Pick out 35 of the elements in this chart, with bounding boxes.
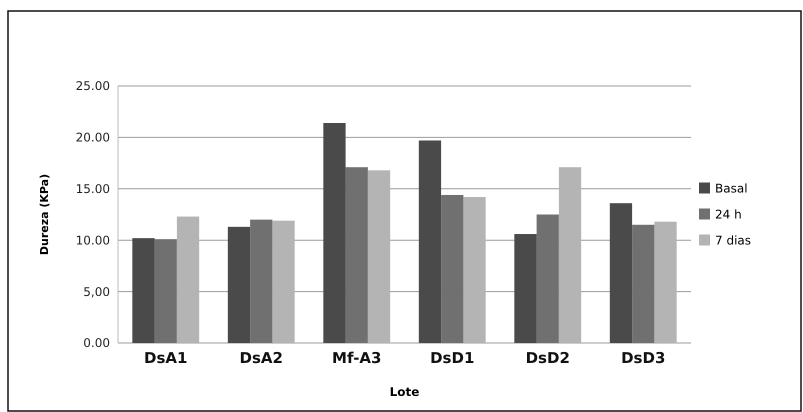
x-tick-label: DsD1 xyxy=(430,349,474,367)
bar xyxy=(514,234,537,343)
bar xyxy=(610,203,632,343)
legend-label: 24 h xyxy=(715,208,742,222)
bar xyxy=(228,226,250,343)
y-tick-label: 25.00 xyxy=(76,79,110,94)
x-tick-label: DsD2 xyxy=(526,349,570,367)
y-tick-label: 5,00 xyxy=(83,284,110,299)
bar xyxy=(154,239,177,343)
bar xyxy=(441,194,464,343)
x-tick-label: DsD3 xyxy=(621,349,666,367)
bar xyxy=(536,214,559,343)
bar xyxy=(176,216,200,343)
bar xyxy=(132,238,155,343)
y-tick-label: 20.00 xyxy=(76,130,110,145)
bar xyxy=(418,140,442,343)
bar xyxy=(632,224,654,343)
bar xyxy=(346,167,368,343)
bar xyxy=(558,167,582,343)
x-tick-label: DsA1 xyxy=(144,349,188,367)
bar xyxy=(250,220,272,343)
y-axis-title: Dureza (KPa) xyxy=(38,174,51,256)
x-tick-label: Mf-A3 xyxy=(332,349,382,367)
y-tick-label: 0.00 xyxy=(83,336,110,350)
x-axis-title: Lote xyxy=(390,385,420,399)
bar xyxy=(323,123,346,343)
x-tick-label: DsA2 xyxy=(240,349,283,367)
bar xyxy=(654,222,677,343)
bar xyxy=(272,220,295,343)
y-tick-label: 10.00 xyxy=(76,233,110,248)
bar xyxy=(463,197,486,343)
legend-label: 7 dias xyxy=(715,234,752,248)
y-tick-label: 15.00 xyxy=(76,182,110,196)
bar xyxy=(368,170,390,343)
legend-label: Basal xyxy=(715,182,748,196)
